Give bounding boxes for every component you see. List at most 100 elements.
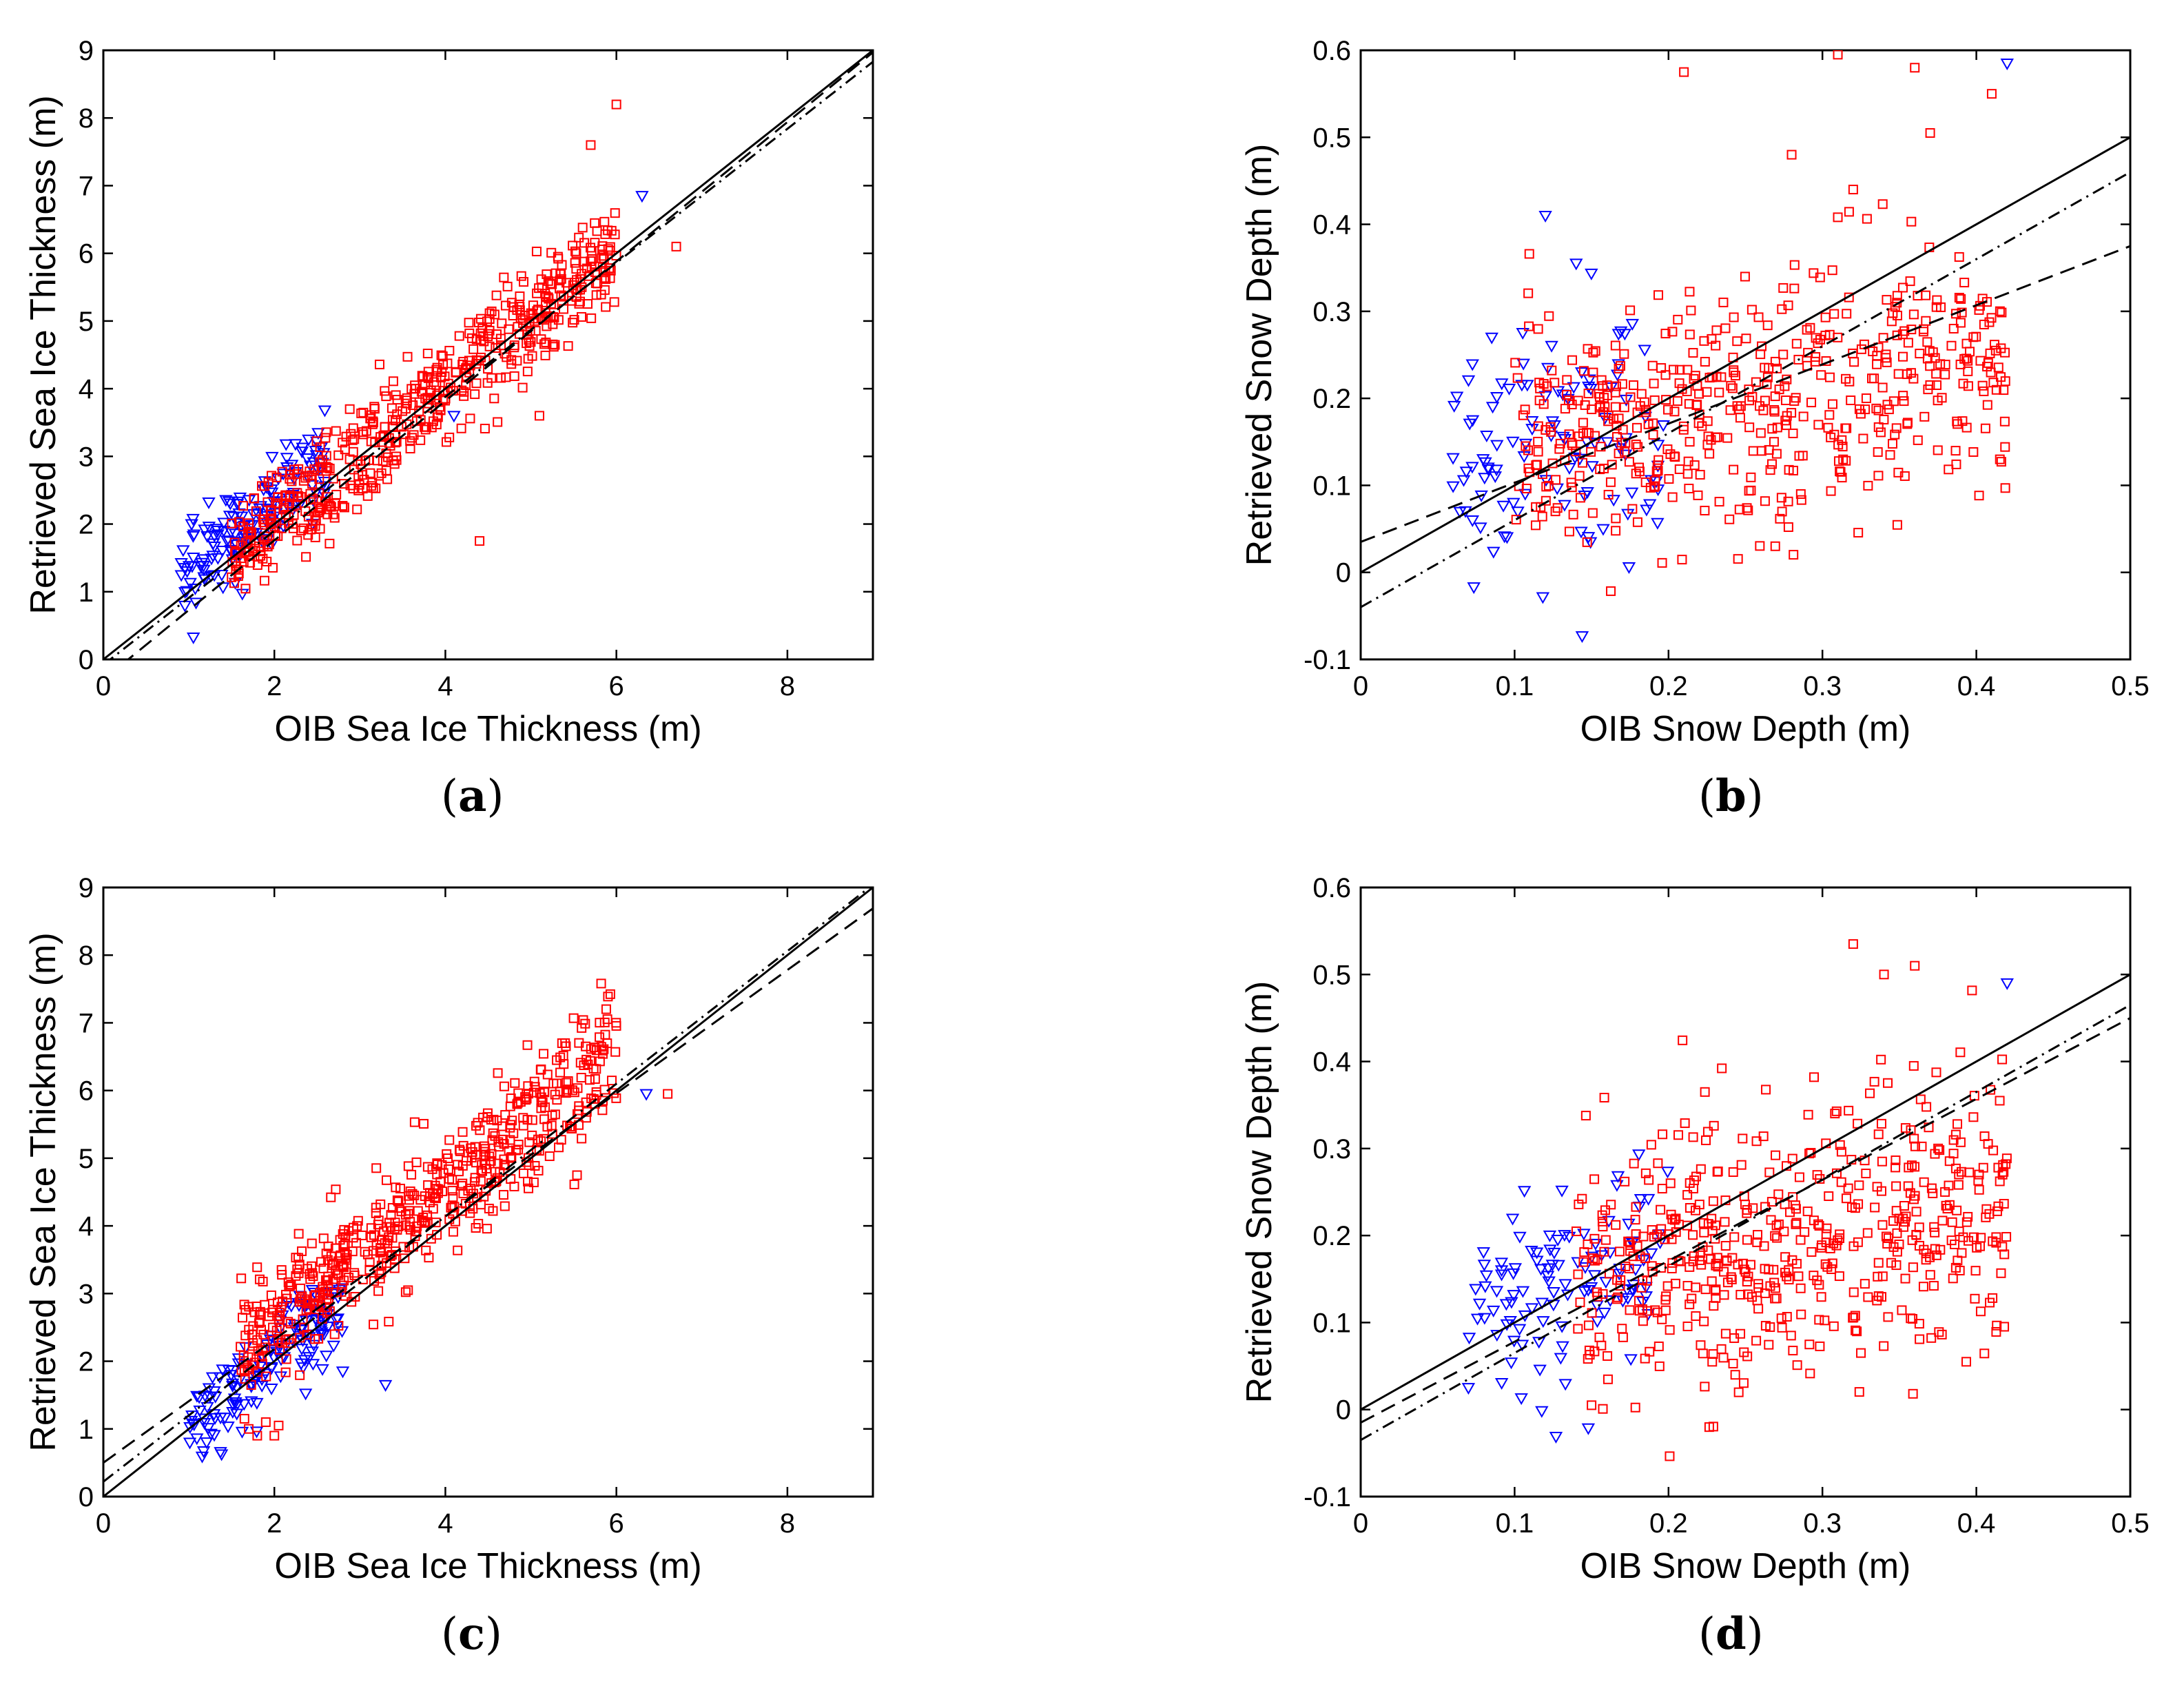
data-point-square [1665, 449, 1676, 460]
data-point-triangle [1461, 375, 1476, 387]
data-point-square [1605, 477, 1616, 487]
data-point-square [1761, 1085, 1771, 1095]
data-point-square [392, 409, 402, 420]
data-point-triangle [1651, 517, 1665, 530]
data-point-square [509, 371, 519, 381]
data-point-square [1891, 1206, 1902, 1216]
data-point-square [506, 1153, 516, 1163]
data-point-square [1955, 318, 1966, 328]
data-point-square [1806, 1246, 1817, 1257]
data-point-square [236, 553, 246, 564]
data-point-square [1764, 1264, 1774, 1275]
data-point-square [382, 452, 393, 462]
data-point-square [1673, 1130, 1684, 1140]
data-point-square [274, 1314, 284, 1324]
data-point-square [435, 405, 446, 415]
plot-area [1361, 50, 2130, 644]
data-point-square [286, 1280, 296, 1290]
data-point-square [1780, 1252, 1791, 1262]
data-point-square [1743, 1271, 1753, 1282]
data-point-square [1625, 392, 1636, 402]
data-point-square [1720, 323, 1731, 333]
data-point-triangle [1469, 1284, 1483, 1296]
data-point-square [1936, 302, 1946, 312]
data-point-square [1623, 1236, 1634, 1246]
data-point-square [1993, 1162, 2003, 1173]
data-point-triangle [336, 1366, 350, 1379]
data-point-square [1878, 333, 1888, 343]
data-point-square [1879, 969, 1889, 980]
data-point-square [1899, 1201, 1909, 1211]
data-point-square [1742, 503, 1752, 513]
y-tick-label: 2 [79, 510, 94, 540]
data-point-square [1865, 1088, 1875, 1098]
data-point-triangle [178, 600, 192, 613]
data-point-square [1975, 356, 1986, 366]
data-point-square [1930, 1244, 1940, 1254]
data-point-square [426, 422, 437, 433]
data-point-square [1728, 1358, 1738, 1368]
data-point-square [1720, 1328, 1731, 1339]
data-point-square [1784, 1275, 1794, 1285]
data-point-square [324, 499, 334, 509]
data-point-square [1682, 1281, 1693, 1291]
data-point-square [1815, 1341, 1825, 1351]
data-point-square [1995, 1096, 2005, 1106]
data-point-square [403, 1285, 413, 1295]
data-point-square [444, 1135, 455, 1145]
data-point-square [1929, 1222, 1939, 1232]
data-point-square [1891, 1155, 1901, 1165]
data-point-square [382, 1258, 392, 1269]
data-point-square [381, 391, 391, 402]
data-point-triangle [1481, 462, 1495, 475]
data-point-triangle [197, 1417, 212, 1430]
y-tick-label: 4 [79, 374, 94, 404]
data-point-square [1733, 1387, 1744, 1397]
data-point-triangle [193, 1405, 207, 1417]
data-point-square [1769, 1277, 1780, 1288]
data-point-square [1579, 1247, 1589, 1257]
data-point-square [1968, 1112, 1979, 1122]
data-point-square [1587, 1400, 1597, 1410]
data-point-square [328, 473, 338, 484]
data-point-square [488, 1206, 498, 1216]
data-point-square [1770, 1283, 1780, 1293]
data-point-square [499, 1160, 510, 1170]
data-point-square [579, 238, 590, 248]
data-point-square [422, 1210, 433, 1220]
data-point-square [1877, 1156, 1887, 1167]
data-point-square [602, 1014, 612, 1025]
data-point-triangle [1558, 500, 1572, 512]
data-point-square [1999, 416, 2010, 427]
data-point-square [1979, 319, 1989, 329]
data-point-square [1954, 292, 1964, 302]
y-tick-label: 0.6 [1312, 36, 1351, 66]
data-point-square [1611, 526, 1621, 536]
x-tick-label: 0 [96, 671, 111, 701]
data-point-square [1999, 385, 2009, 396]
data-point-square [369, 1320, 379, 1330]
data-point-square [1822, 1262, 1833, 1272]
data-point-triangle [319, 1351, 333, 1363]
y-tick-label: 1 [79, 577, 94, 608]
data-point-square [1993, 362, 2003, 373]
data-point-square [1691, 1282, 1701, 1293]
data-point-square [1682, 1190, 1693, 1200]
data-point-triangle [1571, 1257, 1585, 1269]
data-point-square [1669, 407, 1680, 417]
data-point-square [298, 1314, 308, 1324]
data-point-square [555, 283, 565, 294]
data-point-square [1999, 1322, 2010, 1332]
data-point-square [1584, 1345, 1594, 1355]
data-point-square [555, 1052, 566, 1062]
data-point-square [478, 1112, 488, 1122]
data-point-square [1689, 460, 1700, 471]
data-point-square [1610, 402, 1620, 412]
data-point-square [1699, 1316, 1709, 1326]
data-point-square [1997, 307, 2007, 318]
data-point-square [1590, 346, 1600, 356]
y-tick-label: 9 [79, 36, 94, 66]
data-point-square [1708, 1349, 1718, 1359]
data-point-triangle [260, 503, 274, 515]
data-point-square [240, 1374, 250, 1384]
